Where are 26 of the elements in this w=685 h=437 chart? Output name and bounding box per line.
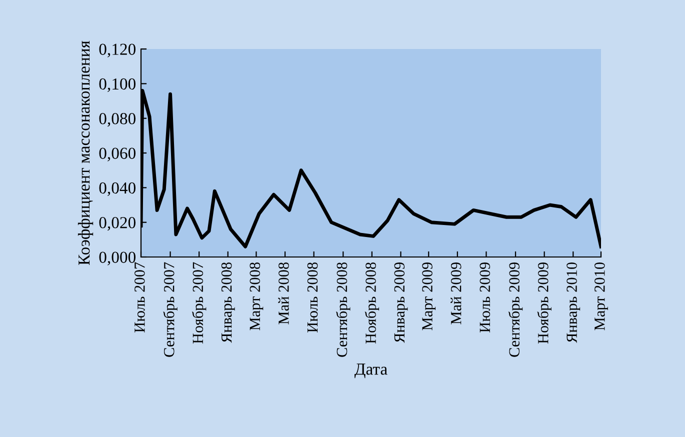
- y-tick-label: 0,040: [99, 182, 136, 196]
- x-tick-label: Март 2008: [250, 262, 264, 330]
- x-tick-label: Май 2009: [450, 262, 462, 324]
- y-tick-label: 0,000: [99, 252, 136, 266]
- x-tick-label: Июль 2007: [134, 262, 145, 332]
- y-tick-label: 0,060: [99, 148, 136, 162]
- x-tick-label: Ноябрь 2008: [364, 262, 380, 344]
- x-tick-label: Сентябрь 2007: [163, 262, 178, 357]
- x-tick-label: Май 2008: [278, 262, 289, 324]
- y-tick-label: 0,020: [99, 217, 136, 231]
- x-tick-label: Март 2009: [422, 262, 436, 330]
- x-tick-label: Январь 2010: [566, 262, 580, 343]
- x-tick-label: Июль 2008: [307, 262, 318, 332]
- x-tick-label: Март 2010: [594, 262, 608, 330]
- x-tick-label: Январь 2008: [221, 262, 235, 343]
- y-tick-label: 0,080: [99, 113, 136, 127]
- x-tick-label: Январь 2009: [394, 262, 408, 343]
- y-tick-label: 0,100: [99, 78, 136, 92]
- x-tick-label: Июль 2009: [480, 262, 490, 332]
- x-tick-label: Сентябрь 2009: [508, 262, 523, 357]
- y-axis-title: Коэффициент массонакопления: [78, 40, 94, 265]
- x-tick-label: Сентябрь 2008: [336, 262, 350, 357]
- x-tick-label: Ноябрь 2009: [537, 262, 552, 344]
- x-axis-title: Дата: [354, 364, 388, 378]
- y-tick-label: 0,120: [99, 44, 136, 58]
- x-tick-label: Ноябрь 2007: [192, 262, 206, 344]
